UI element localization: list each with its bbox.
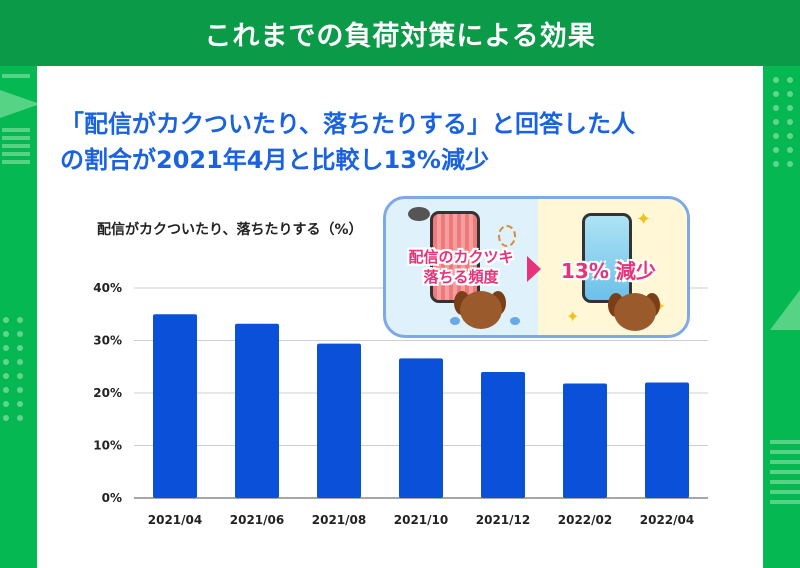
- bar: [317, 343, 361, 498]
- bar: [153, 314, 197, 498]
- sad-dog-icon: [460, 291, 502, 329]
- y-tick-label: 30%: [93, 334, 122, 348]
- sweat-drop-icon: [450, 317, 460, 325]
- reduction-label: 13% 減少: [561, 259, 656, 283]
- y-tick-label: 0%: [102, 491, 122, 505]
- page-title: これまでの負荷対策による効果: [204, 20, 596, 52]
- before-label-line-1: 配信のカクツキ: [408, 248, 514, 266]
- bar: [645, 382, 689, 498]
- sparkle-icon: ✦: [636, 209, 652, 230]
- bar: [481, 372, 525, 498]
- x-tick-label: 2021/08: [312, 513, 366, 527]
- smoke-icon: [408, 207, 430, 221]
- phone-glitch-icon: [430, 211, 480, 303]
- bar: [235, 323, 279, 498]
- spring-icon: [498, 225, 516, 247]
- x-tick-label: 2022/02: [558, 513, 612, 527]
- bar: [399, 358, 443, 498]
- x-tick-label: 2021/10: [394, 513, 448, 527]
- y-tick-label: 40%: [93, 281, 122, 295]
- sweat-drop-icon: [510, 317, 520, 325]
- phone-happy-icon: [582, 213, 632, 303]
- comparison-illustration: 配信のカクツキ 落ちる頻度 ✦ ✦ ✦ 13% 減少: [383, 196, 690, 338]
- headline-line-1: 「配信がカクついたり、落ちたりする」と回答した人: [60, 110, 636, 138]
- x-tick-label: 2021/04: [148, 513, 202, 527]
- x-tick-label: 2022/04: [640, 513, 694, 527]
- before-label: 配信のカクツキ 落ちる頻度: [396, 247, 526, 287]
- y-tick-label: 20%: [93, 386, 122, 400]
- headline: 「配信がカクついたり、落ちたりする」と回答した人 の割合が2021年4月と比較し…: [60, 106, 760, 178]
- bar: [563, 383, 607, 498]
- y-tick-label: 10%: [93, 439, 122, 453]
- x-tick-label: 2021/12: [476, 513, 530, 527]
- happy-dog-icon: [614, 293, 656, 331]
- headline-line-2: の割合が2021年4月と比較し13%減少: [60, 146, 489, 174]
- before-label-line-2: 落ちる頻度: [423, 268, 499, 286]
- header-bar: これまでの負荷対策による効果: [0, 0, 800, 66]
- chart-y-axis-label: 配信がカクついたり、落ちたりする（%）: [97, 222, 363, 238]
- arrow-right-icon: [527, 256, 541, 282]
- x-tick-label: 2021/06: [230, 513, 284, 527]
- sparkle-icon: ✦: [566, 307, 580, 326]
